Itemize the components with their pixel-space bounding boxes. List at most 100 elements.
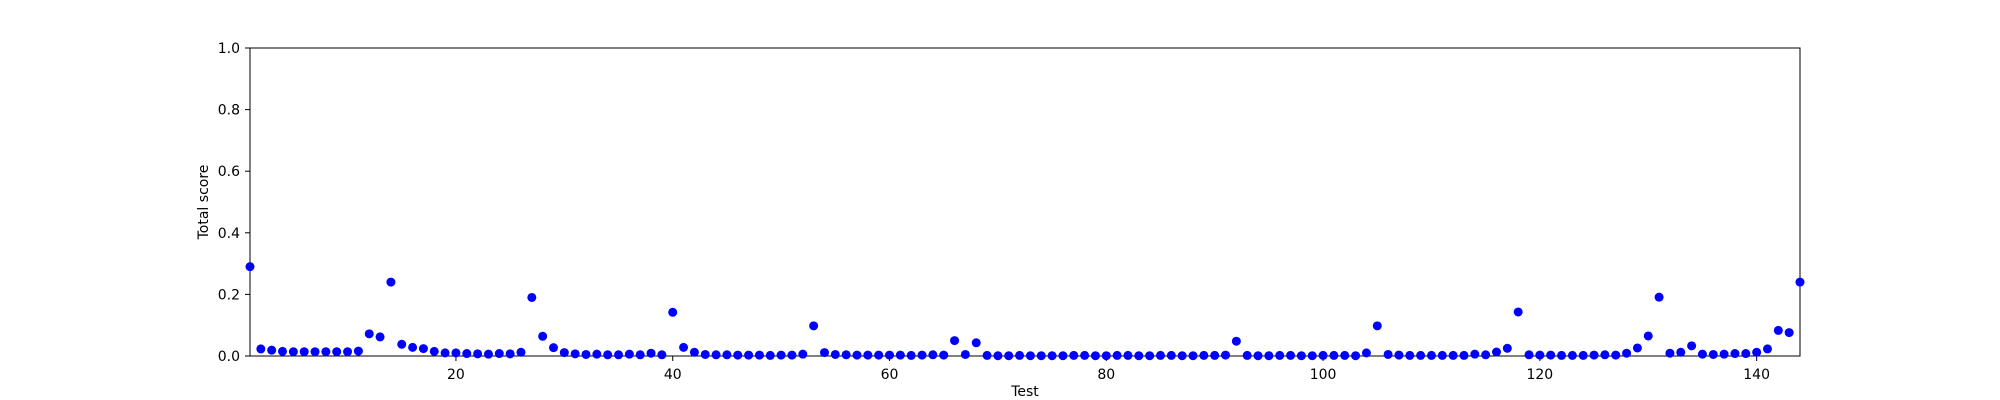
data-point [1307, 351, 1317, 361]
data-point [1210, 350, 1220, 360]
data-point [1697, 349, 1707, 359]
data-point [527, 292, 537, 302]
plot-area [249, 47, 1801, 357]
data-point [1351, 351, 1361, 361]
y-tick-label: 0.2 [218, 287, 240, 303]
data-point [689, 347, 699, 357]
x-axis-label: Test [1010, 384, 1039, 400]
data-point [278, 346, 288, 356]
data-point [1231, 336, 1241, 346]
data-point [1546, 350, 1556, 360]
data-point [1123, 350, 1133, 360]
data-point [1632, 343, 1642, 353]
data-point [1622, 348, 1632, 358]
data-point [852, 350, 862, 360]
data-point [1448, 350, 1458, 360]
data-point [895, 350, 905, 360]
data-point [1773, 325, 1783, 335]
y-tick-label: 0.0 [218, 349, 240, 365]
data-point [592, 349, 602, 359]
data-point [1188, 351, 1198, 361]
data-point [581, 349, 591, 359]
data-point [1069, 350, 1079, 360]
data-point [765, 350, 775, 360]
data-point [906, 350, 916, 360]
data-point [657, 350, 667, 360]
y-tick-label: 0.8 [218, 103, 240, 119]
data-point [1015, 350, 1025, 360]
data-point [483, 349, 493, 359]
data-point [429, 346, 439, 356]
data-point [1253, 351, 1263, 361]
data-point [375, 332, 385, 342]
data-point [1426, 350, 1436, 360]
data-point [364, 329, 374, 339]
plot-frame [249, 47, 1801, 357]
data-point [321, 347, 331, 357]
data-point [299, 347, 309, 357]
data-point [256, 344, 266, 354]
data-point [1578, 350, 1588, 360]
data-point [733, 350, 743, 360]
data-point [1145, 351, 1155, 361]
data-point [386, 277, 396, 287]
data-point [971, 338, 981, 348]
data-point [1459, 350, 1469, 360]
data-point [1589, 350, 1599, 360]
x-tick-label: 140 [1743, 367, 1770, 383]
data-point [1221, 350, 1231, 360]
data-point [1762, 344, 1772, 354]
data-point [1047, 351, 1057, 361]
data-point [245, 262, 255, 272]
data-point [1784, 328, 1794, 338]
data-point [1242, 350, 1252, 360]
x-tick-label: 20 [447, 367, 465, 383]
data-point [1502, 343, 1512, 353]
data-point [960, 349, 970, 359]
data-point [418, 344, 428, 354]
data-point [1296, 351, 1306, 361]
data-point [1752, 347, 1762, 357]
data-point [635, 350, 645, 360]
data-point [993, 351, 1003, 361]
data-point [1361, 348, 1371, 358]
data-point [397, 339, 407, 349]
data-point [440, 348, 450, 358]
data-point [1275, 350, 1285, 360]
y-axis-label: Total score [196, 165, 212, 241]
data-point [1004, 351, 1014, 361]
data-point [754, 350, 764, 360]
data-point [1286, 350, 1296, 360]
data-point [1080, 350, 1090, 360]
data-point [798, 349, 808, 359]
x-tick-label: 100 [1310, 367, 1337, 383]
data-point [1372, 321, 1382, 331]
data-point [1535, 350, 1545, 360]
data-point [473, 349, 483, 359]
data-point [1676, 347, 1686, 357]
x-axis: 20 40 60 80 100 120 140 [447, 356, 1770, 383]
data-point [1470, 349, 1480, 359]
data-point [1329, 350, 1339, 360]
data-point [950, 336, 960, 346]
data-point [1318, 350, 1328, 360]
data-point [787, 350, 797, 360]
data-point [1643, 331, 1653, 341]
data-point [863, 350, 873, 360]
data-point [548, 343, 558, 353]
data-point [1394, 350, 1404, 360]
data-point [451, 348, 461, 358]
data-point [1481, 350, 1491, 360]
data-point [1741, 349, 1751, 359]
data-point [505, 349, 515, 359]
data-point [928, 350, 938, 360]
data-point [1025, 351, 1035, 361]
data-point [1719, 349, 1729, 359]
data-point [267, 345, 277, 355]
data-point [1405, 350, 1415, 360]
x-tick-label: 60 [881, 367, 899, 383]
data-point [1687, 341, 1697, 351]
data-point [1654, 292, 1664, 302]
data-point [711, 350, 721, 360]
